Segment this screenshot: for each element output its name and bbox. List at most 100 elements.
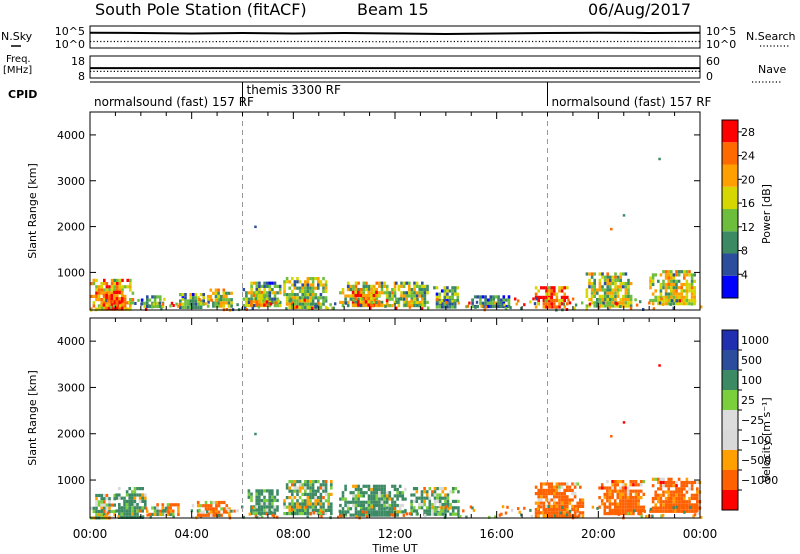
rti-cell xyxy=(664,503,668,507)
rti-cell xyxy=(659,477,663,481)
rti-cell xyxy=(341,497,345,501)
rti-cell xyxy=(202,296,205,300)
rti-cell xyxy=(341,510,345,514)
nsky-tick-bottom: 10^0 xyxy=(55,38,85,51)
y-tick-label: 3000 xyxy=(57,381,85,394)
rti-cell xyxy=(453,289,457,293)
rti-cell xyxy=(225,504,229,508)
rti-cell xyxy=(664,282,668,287)
rti-cell xyxy=(550,299,553,303)
rti-cell xyxy=(576,482,579,486)
rti-cell xyxy=(262,299,265,303)
rti-cell xyxy=(304,483,307,487)
rti-cell xyxy=(539,505,543,509)
rti-cell xyxy=(542,299,546,303)
rti-cell xyxy=(677,270,681,274)
rti-cell xyxy=(611,483,614,487)
rti-cell xyxy=(378,513,381,517)
rti-cell xyxy=(608,502,612,506)
rti-cell xyxy=(627,278,630,282)
rti-cell xyxy=(486,298,490,302)
rti-cell xyxy=(110,509,114,514)
rti-cell xyxy=(476,304,480,309)
rti-cell xyxy=(547,297,550,301)
rti-cell xyxy=(146,298,149,302)
rti-cell xyxy=(176,304,180,308)
rti-cell xyxy=(252,508,256,512)
rti-cell xyxy=(144,506,148,510)
rti-cell xyxy=(590,272,594,276)
rti-cell xyxy=(324,508,328,512)
rti-cell xyxy=(624,285,628,289)
rti-cell xyxy=(156,304,159,309)
rti-cell xyxy=(311,508,315,512)
rti-cell xyxy=(683,289,686,293)
rti-cell xyxy=(291,296,294,300)
rti-cell xyxy=(457,506,460,510)
rti-cell xyxy=(534,508,538,512)
rti-cell xyxy=(690,279,694,283)
rti-cell xyxy=(129,298,132,302)
rti-cell xyxy=(415,300,419,304)
colorbar-segment xyxy=(722,350,738,370)
rti-cell xyxy=(558,498,561,502)
rti-cell xyxy=(378,284,381,288)
rti-cell xyxy=(259,512,262,516)
rti-cell xyxy=(206,304,210,308)
rti-cell xyxy=(657,298,660,303)
rti-cell xyxy=(408,284,411,288)
rti-cell xyxy=(471,301,474,305)
rti-cell xyxy=(341,304,345,308)
rti-cell xyxy=(680,493,683,497)
rti-cell xyxy=(683,282,686,287)
rti-cell xyxy=(611,496,614,500)
rti-cell xyxy=(639,496,643,500)
nsky-label: N.Sky xyxy=(1,30,33,43)
rti-cell xyxy=(225,507,229,510)
rti-cell xyxy=(370,507,373,511)
rti-cell xyxy=(175,302,178,306)
rti-cell xyxy=(92,304,96,308)
rti-cell xyxy=(385,497,389,501)
rti-cell xyxy=(283,505,286,509)
rti-cell xyxy=(446,507,450,511)
rti-cell xyxy=(632,505,635,509)
rti-cell xyxy=(204,500,208,505)
rti-cell xyxy=(190,509,194,513)
rti-cell xyxy=(553,504,556,508)
rti-cell xyxy=(283,499,286,503)
rti-cell xyxy=(693,302,696,306)
rti-cell xyxy=(395,297,398,301)
rti-cell xyxy=(627,282,630,286)
rti-cell xyxy=(438,493,442,497)
rti-cell xyxy=(621,492,625,496)
rti-cell xyxy=(222,288,226,292)
rti-cell xyxy=(619,301,622,305)
rti-cell xyxy=(357,297,360,301)
rti-cell xyxy=(700,305,703,309)
rti-cell xyxy=(169,509,172,513)
rti-cell xyxy=(547,511,551,515)
rti-cell xyxy=(268,508,271,512)
rti-cell xyxy=(640,514,643,518)
rti-cell xyxy=(598,298,602,302)
nsearch-tick-bottom: 10^0 xyxy=(706,38,736,51)
rti-cell xyxy=(357,513,360,517)
rti-cell xyxy=(662,270,665,274)
rti-speck xyxy=(622,214,626,217)
rti-cell xyxy=(277,299,280,303)
rti-cell xyxy=(108,513,111,517)
rti-cell xyxy=(545,295,548,299)
rti-cell xyxy=(453,305,457,309)
rti-cell xyxy=(598,272,602,276)
rti-cell xyxy=(304,283,307,287)
rti-cell xyxy=(693,292,696,296)
rti-cell xyxy=(283,283,286,287)
rti-cell xyxy=(120,300,124,304)
rti-cell xyxy=(202,504,205,508)
rti-cell xyxy=(440,289,444,293)
rti-cell xyxy=(425,493,429,497)
rti-cell xyxy=(294,306,297,310)
velocity-colorbar-label: Velocity [m s⁻¹] xyxy=(760,397,773,482)
rti-cell xyxy=(288,480,291,484)
